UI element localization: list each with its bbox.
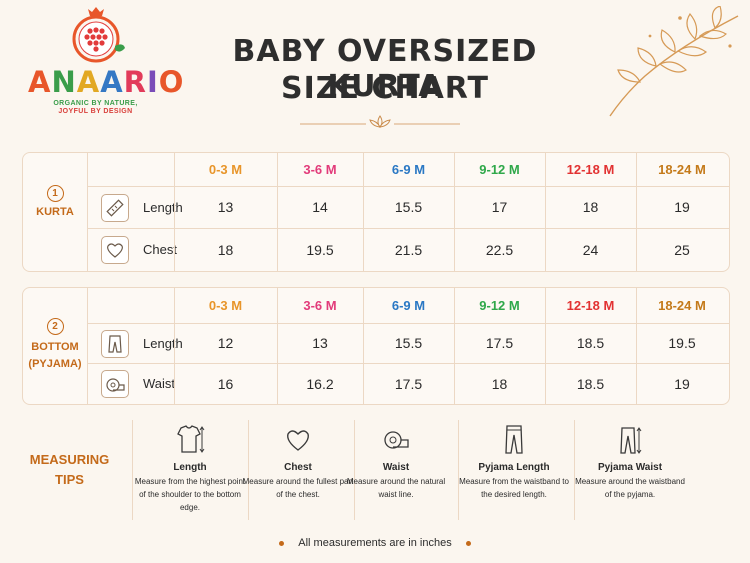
pants-icon bbox=[505, 425, 523, 454]
table-cell: 17 bbox=[491, 199, 508, 215]
bottom-section-label: 2 BOTTOM (PYJAMA) bbox=[23, 288, 88, 404]
ruler-icon bbox=[101, 194, 129, 222]
measure-label: Chest bbox=[143, 242, 177, 257]
table-cell: 18 bbox=[582, 199, 599, 215]
table-cell: 25 bbox=[674, 241, 690, 258]
bottom-size-table: 2 BOTTOM (PYJAMA) 0-3 M 3-6 M 6-9 M 9-12… bbox=[22, 287, 730, 405]
size-header: 12-18 M bbox=[566, 298, 615, 313]
table-cell: 13 bbox=[312, 335, 328, 351]
page-subtitle: SIZE CHART bbox=[280, 71, 490, 106]
tip-pyjama-length: Pyjama Length Measure from the waistband… bbox=[458, 422, 570, 501]
table-cell: 22.5 bbox=[485, 241, 514, 258]
table-cell: 17.5 bbox=[485, 335, 514, 351]
measuring-tips-label: MEASURING TIPS bbox=[29, 452, 110, 487]
table-row: Chest 18 19.5 21.5 22.5 24 25 bbox=[87, 228, 729, 271]
heart-icon bbox=[101, 236, 129, 264]
tip-chest: Chest Measure around the fullest part of… bbox=[242, 422, 354, 501]
measure-label: Waist bbox=[143, 376, 176, 391]
table-cell: 14 bbox=[312, 199, 328, 215]
footer-note: All measurements are in inches bbox=[0, 537, 750, 549]
size-header: 0-3 M bbox=[208, 298, 243, 313]
measuring-tape-icon bbox=[384, 431, 409, 449]
size-header: 9-12 M bbox=[479, 162, 520, 177]
table-cell: 19 bbox=[674, 375, 690, 392]
heart-icon bbox=[287, 430, 309, 451]
table-header-row: 0-3 M 3-6 M 6-9 M 9-12 M 12-18 M 18-24 M bbox=[87, 288, 729, 324]
table-cell: 18 bbox=[491, 375, 508, 392]
table-row: Length 12 13 15.5 17.5 18.5 19.5 bbox=[87, 323, 729, 364]
page-title: BABY OVERSIZED KURTA bbox=[232, 34, 538, 104]
brand-name: ANAARIO bbox=[28, 65, 185, 99]
table-cell: 15.5 bbox=[394, 335, 423, 351]
brand-logo: ANAARIO ORGANIC BY NATURE, JOYFUL BY DES… bbox=[28, 6, 185, 131]
pyjama-label: (PYJAMA) bbox=[28, 358, 82, 370]
kurta-label: KURTA bbox=[36, 206, 74, 218]
table-cell: 12 bbox=[217, 335, 234, 351]
table-cell: 16 bbox=[217, 375, 234, 392]
pomegranate-icon bbox=[72, 7, 125, 63]
table-cell: 19.5 bbox=[306, 241, 334, 258]
tip-length: Length Measure from the highest point of… bbox=[134, 422, 246, 514]
bottom-label: BOTTOM bbox=[31, 341, 79, 353]
tip-waist: Waist Measure around the natural waist l… bbox=[340, 422, 452, 501]
kurta-size-table: 1 KURTA 0-3 M 3-6 M 6-9 M 9-12 M 12-18 M… bbox=[22, 152, 730, 272]
table-header-row: 0-3 M 3-6 M 6-9 M 9-12 M 12-18 M 18-24 M bbox=[87, 153, 729, 187]
measure-label: Length bbox=[143, 335, 183, 351]
table-cell: 16.2 bbox=[306, 375, 334, 392]
table-row: Length 13 14 15.5 17 18 19 bbox=[87, 186, 729, 229]
size-header: 18-24 M bbox=[658, 162, 706, 177]
tagline-2: JOYFUL BY DESIGN bbox=[58, 108, 133, 115]
table-cell: 13 bbox=[217, 199, 234, 215]
section-number-1: 1 bbox=[46, 185, 64, 202]
measure-label: Length bbox=[143, 199, 183, 215]
pants-icon bbox=[101, 330, 129, 358]
table-cell: 19 bbox=[674, 199, 690, 215]
size-header: 12-18 M bbox=[566, 162, 615, 177]
section-number-2: 2 bbox=[46, 318, 64, 335]
measuring-tape-icon bbox=[101, 370, 129, 398]
table-cell: 17.5 bbox=[394, 375, 423, 392]
table-row: Waist 16 16.2 17.5 18 18.5 19 bbox=[87, 363, 729, 404]
tagline-1: ORGANIC BY NATURE, bbox=[53, 100, 138, 107]
size-header: 3-6 M bbox=[303, 298, 337, 313]
size-header: 9-12 M bbox=[479, 298, 520, 313]
size-header: 6-9 M bbox=[391, 162, 426, 177]
table-cell: 19.5 bbox=[668, 335, 696, 351]
table-cell: 18.5 bbox=[576, 335, 605, 351]
table-cell: 15.5 bbox=[394, 199, 423, 215]
leaf-branch-icon bbox=[609, 6, 739, 117]
bullet-dot bbox=[465, 540, 471, 546]
table-cell: 18 bbox=[217, 241, 234, 258]
kurta-section-label: 1 KURTA bbox=[23, 153, 88, 271]
tip-pyjama-waist: Pyjama Waist Measure around the waistban… bbox=[574, 422, 686, 501]
pants-waist-icon bbox=[620, 427, 642, 454]
tshirt-icon bbox=[177, 425, 205, 453]
size-header: 0-3 M bbox=[208, 162, 243, 177]
bullet-dot bbox=[279, 540, 285, 546]
size-header: 6-9 M bbox=[391, 298, 426, 313]
size-header: 3-6 M bbox=[303, 162, 337, 177]
table-cell: 18.5 bbox=[576, 375, 605, 392]
table-cell: 24 bbox=[582, 241, 599, 258]
table-cell: 21.5 bbox=[394, 241, 423, 258]
size-header: 18-24 M bbox=[658, 298, 706, 313]
lotus-divider-icon bbox=[300, 115, 460, 128]
